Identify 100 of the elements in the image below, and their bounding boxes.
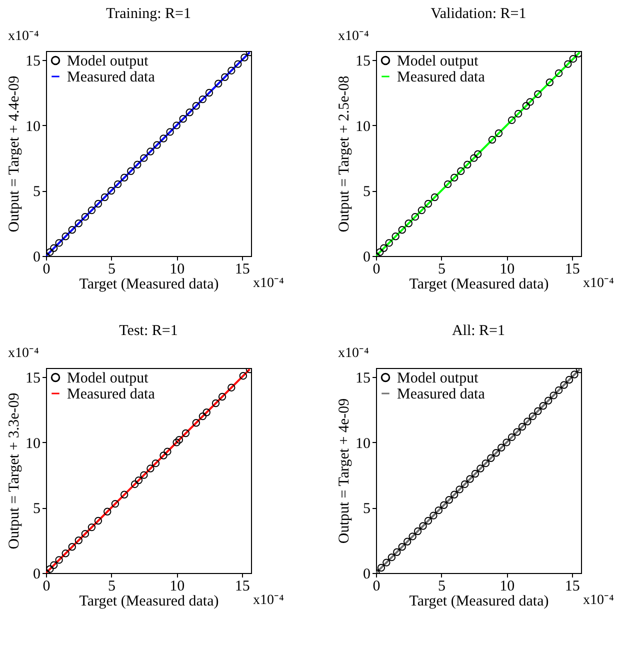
y-tick-label: 0 bbox=[33, 566, 40, 582]
point bbox=[152, 459, 160, 468]
x-tick-label: 15 bbox=[564, 578, 580, 594]
legend-label: Model output bbox=[397, 370, 480, 386]
legend-label: Measured data bbox=[397, 70, 486, 86]
point bbox=[430, 512, 438, 520]
point bbox=[528, 412, 537, 420]
point bbox=[192, 418, 200, 427]
point bbox=[228, 384, 236, 392]
point bbox=[146, 148, 154, 156]
y-tick-label: 15 bbox=[356, 54, 370, 70]
y-tick-label: 10 bbox=[356, 436, 370, 452]
point bbox=[534, 407, 542, 415]
point bbox=[234, 60, 242, 68]
x-tick-label: 10 bbox=[170, 262, 185, 278]
point bbox=[55, 556, 63, 564]
point bbox=[424, 200, 432, 208]
point bbox=[153, 141, 161, 149]
y-tick-label: 0 bbox=[33, 250, 40, 266]
point bbox=[565, 376, 574, 384]
text: x10⁻⁴ bbox=[253, 276, 284, 291]
point bbox=[202, 408, 210, 416]
x-tick-label: 5 bbox=[438, 578, 446, 594]
point bbox=[460, 480, 469, 488]
point bbox=[550, 392, 558, 400]
legend-label: Measured data bbox=[67, 386, 156, 402]
point bbox=[218, 392, 226, 401]
point bbox=[88, 206, 96, 214]
point bbox=[221, 73, 229, 81]
x-tick-label: 10 bbox=[500, 578, 515, 594]
point bbox=[424, 516, 432, 525]
y-tick-label: 5 bbox=[363, 184, 370, 200]
point bbox=[497, 444, 506, 452]
point bbox=[382, 558, 390, 566]
y-axis-title: Output = Target + 3.3e-09 bbox=[6, 392, 22, 550]
point bbox=[55, 239, 63, 247]
point bbox=[68, 226, 76, 234]
y-tick-label: 15 bbox=[26, 370, 40, 387]
point bbox=[508, 116, 516, 124]
point bbox=[100, 193, 109, 202]
point bbox=[205, 88, 214, 97]
x-axis-title: Target (Measured data) bbox=[79, 276, 219, 292]
point bbox=[470, 154, 478, 162]
point bbox=[392, 232, 400, 240]
point bbox=[518, 422, 526, 431]
y-tick-label: 0 bbox=[363, 250, 370, 266]
x-tick-label: 5 bbox=[108, 262, 116, 278]
point bbox=[198, 412, 207, 420]
point bbox=[81, 530, 90, 538]
point bbox=[492, 449, 500, 457]
x-tick-label: 10 bbox=[170, 578, 185, 594]
point bbox=[408, 532, 416, 540]
chart-title: Test: R=1 bbox=[119, 323, 178, 339]
point bbox=[418, 206, 426, 214]
point bbox=[172, 438, 180, 446]
point bbox=[464, 160, 472, 168]
chart-title: Training: R=1 bbox=[106, 6, 192, 22]
point bbox=[474, 150, 482, 158]
point bbox=[471, 470, 480, 478]
point bbox=[457, 167, 465, 175]
point bbox=[434, 506, 443, 514]
y-tick-label: 15 bbox=[356, 370, 370, 387]
point bbox=[554, 69, 563, 78]
point bbox=[104, 508, 112, 516]
point bbox=[172, 122, 180, 130]
chart-title: Validation: R=1 bbox=[430, 6, 526, 22]
point bbox=[120, 490, 128, 499]
y-tick-label: 5 bbox=[363, 501, 370, 518]
point bbox=[403, 538, 412, 546]
point bbox=[127, 167, 135, 175]
point bbox=[404, 220, 412, 228]
point bbox=[88, 523, 96, 532]
point bbox=[466, 475, 474, 483]
point bbox=[430, 193, 439, 202]
point bbox=[74, 220, 82, 228]
point bbox=[534, 90, 542, 98]
y-tick-label: 10 bbox=[26, 118, 40, 135]
point bbox=[544, 396, 552, 404]
point bbox=[546, 78, 554, 86]
x-tick-label: 15 bbox=[234, 578, 250, 594]
point bbox=[239, 372, 248, 380]
point bbox=[526, 98, 534, 106]
point bbox=[94, 200, 102, 208]
chart-title: All: R=1 bbox=[452, 323, 506, 339]
point bbox=[482, 459, 490, 468]
point bbox=[398, 226, 406, 234]
point bbox=[494, 129, 503, 138]
point bbox=[62, 550, 70, 558]
point bbox=[120, 174, 128, 182]
point bbox=[81, 212, 90, 221]
point bbox=[175, 436, 184, 444]
point bbox=[522, 102, 530, 110]
point bbox=[487, 454, 495, 462]
point bbox=[114, 180, 122, 188]
x-tick-label: 15 bbox=[234, 262, 250, 278]
point bbox=[111, 500, 120, 508]
point bbox=[50, 561, 58, 570]
point bbox=[130, 480, 139, 488]
y-tick-label: 10 bbox=[26, 436, 40, 452]
text: x10⁻⁴ bbox=[338, 346, 369, 361]
